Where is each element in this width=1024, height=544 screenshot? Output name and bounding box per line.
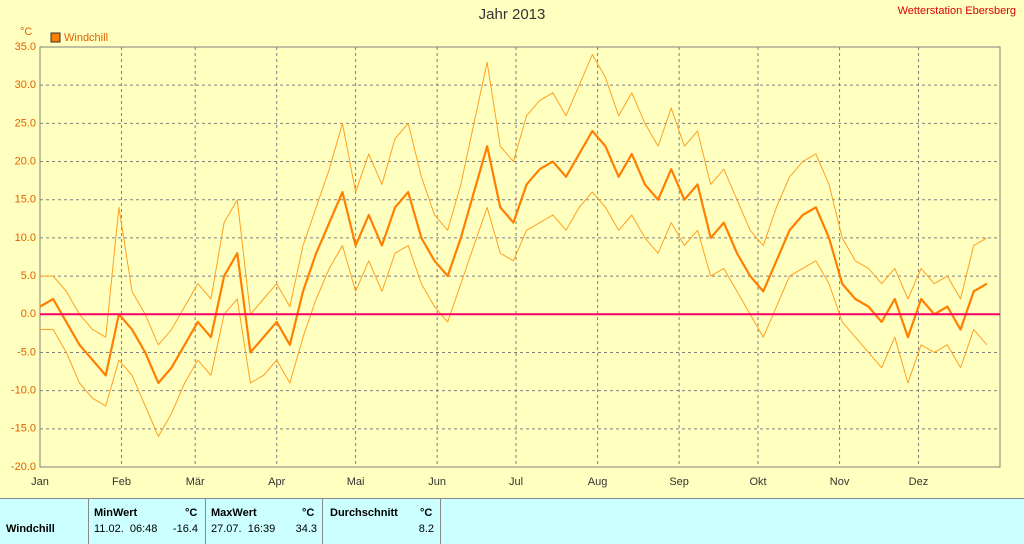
cell: -16.4 (172, 523, 198, 535)
cell: 27.07. 16:39 (211, 523, 276, 535)
y-tick-label: -15.0 (11, 423, 36, 435)
plot-area (39, 46, 1001, 468)
stats-table: MinWert °C MaxWert °C Durchschnitt °C Wi… (0, 498, 1024, 544)
chart-title: Jahr 2013 (479, 6, 546, 23)
data-line (40, 54, 988, 346)
y-tick-label: -5.0 (17, 346, 36, 358)
y-tick-label: -10.0 (11, 385, 36, 397)
station-name: Wetterstation Ebersberg (898, 5, 1016, 17)
x-tick-label: Mär (186, 476, 205, 488)
x-tick-label: Apr (268, 476, 285, 488)
data-line (40, 191, 988, 437)
x-tick-label: Aug (588, 476, 608, 488)
y-tick-label: -20.0 (11, 461, 36, 473)
x-tick-label: Jun (428, 476, 446, 488)
header: °C (420, 507, 433, 519)
y-tick-label: 25.0 (15, 117, 36, 129)
header: Durchschnitt (330, 507, 398, 519)
cell: 11.02. 06:48 (94, 523, 158, 535)
y-axis-label: °C (20, 26, 32, 38)
y-tick-label: 0.0 (21, 308, 36, 320)
y-tick-label: 10.0 (15, 232, 36, 244)
row-label: Windchill (6, 523, 55, 535)
x-tick-label: Dez (909, 476, 929, 488)
header: °C (185, 507, 198, 519)
x-tick-label: Okt (749, 476, 766, 488)
header: MinWert (94, 507, 138, 519)
x-tick-label: Mai (347, 476, 365, 488)
y-tick-label: 30.0 (15, 79, 36, 91)
y-tick-label: 20.0 (15, 155, 36, 167)
separator (322, 499, 323, 544)
header: °C (302, 507, 315, 519)
x-tick-label: Jul (509, 476, 523, 488)
data-line (39, 129, 988, 385)
cell: 8.2 (418, 523, 434, 535)
y-tick-label: 15.0 (15, 194, 36, 206)
legend-swatch (50, 32, 61, 43)
x-tick-label: Feb (112, 476, 131, 488)
separator (440, 499, 441, 544)
x-tick-label: Jan (31, 476, 49, 488)
y-tick-label: 5.0 (21, 270, 36, 282)
chart: Jahr 2013 Wetterstation Ebersberg °C -20… (11, 5, 1016, 488)
cell: 34.3 (295, 523, 317, 535)
x-tick-label: Sep (669, 476, 689, 488)
legend-label: Windchill (64, 32, 108, 44)
header: MaxWert (211, 507, 257, 519)
x-tick-label: Nov (830, 476, 850, 488)
separator (88, 499, 89, 544)
separator (205, 499, 206, 544)
y-tick-label: 35.0 (15, 41, 36, 53)
